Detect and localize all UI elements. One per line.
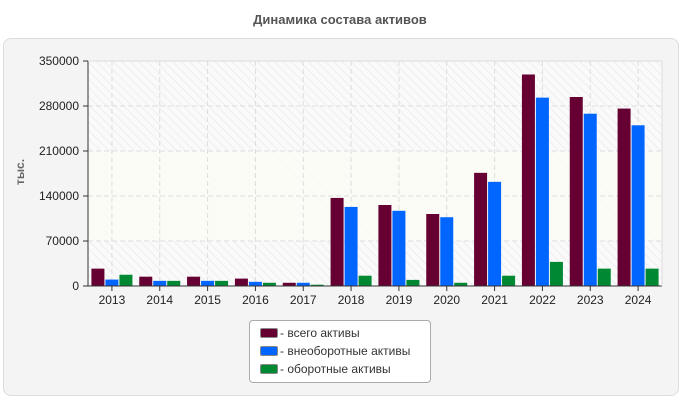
- bar-2020-series-0: [426, 214, 440, 286]
- x-tick-label: 2015: [194, 293, 221, 307]
- bar-2024-series-1: [631, 125, 645, 287]
- x-tick-label: 2017: [290, 293, 317, 307]
- legend: - всего активы - внеоборотные активы - о…: [249, 320, 431, 383]
- bar-2023-series-1: [583, 113, 597, 286]
- x-tick-label: 2021: [481, 293, 508, 307]
- bar-2014-series-2: [167, 280, 181, 286]
- plot-band: [88, 151, 662, 241]
- bar-2022-series-1: [535, 97, 549, 287]
- bar-2015-series-2: [215, 280, 229, 286]
- x-tick-label: 2014: [146, 293, 173, 307]
- x-tick-label: 2022: [529, 293, 556, 307]
- y-tick-label: 70000: [46, 234, 80, 248]
- bar-2016-series-2: [262, 282, 276, 286]
- bar-2018-series-0: [330, 197, 344, 286]
- legend-label: - внеоборотные активы: [280, 344, 411, 358]
- bar-2015-series-0: [187, 276, 201, 286]
- bar-2018-series-2: [358, 275, 372, 286]
- bar-2020-series-1: [440, 217, 454, 286]
- bar-2022-series-2: [549, 261, 563, 286]
- x-tick-label: 2018: [338, 293, 365, 307]
- x-tick-label: 2020: [433, 293, 460, 307]
- legend-item-current: - оборотные активы: [260, 361, 391, 377]
- bar-2019-series-2: [406, 279, 420, 286]
- bar-2017-series-1: [296, 282, 310, 286]
- legend-label: - оборотные активы: [280, 362, 391, 376]
- bar-2023-series-2: [597, 268, 611, 286]
- legend-item-total: - всего активы: [260, 325, 360, 341]
- bar-2013-series-2: [119, 274, 133, 286]
- x-tick-label: 2016: [242, 293, 269, 307]
- chart-title: Динамика состава активов: [253, 12, 427, 27]
- bar-2020-series-2: [454, 282, 468, 286]
- bar-2022-series-0: [521, 74, 535, 286]
- bar-2024-series-2: [645, 268, 659, 286]
- bar-2014-series-1: [153, 280, 167, 286]
- x-tick-label: 2024: [625, 293, 652, 307]
- bar-2021-series-1: [488, 181, 502, 286]
- y-tick-label: 350000: [39, 54, 79, 68]
- y-tick-label: 280000: [39, 99, 79, 113]
- bar-2018-series-1: [344, 206, 358, 286]
- bar-2013-series-0: [91, 268, 105, 286]
- y-tick-label: 140000: [39, 189, 79, 203]
- x-tick-label: 2023: [577, 293, 604, 307]
- bar-2016-series-1: [248, 281, 262, 286]
- legend-swatch: [260, 346, 278, 356]
- y-axis-label: тыс.: [13, 159, 27, 185]
- x-tick-label: 2013: [99, 293, 126, 307]
- bar-2021-series-0: [474, 172, 488, 286]
- legend-item-noncurrent: - внеоборотные активы: [260, 343, 410, 359]
- legend-swatch: [260, 364, 278, 374]
- bar-2016-series-0: [234, 278, 248, 286]
- bar-2021-series-2: [502, 275, 516, 286]
- legend-swatch: [260, 328, 278, 338]
- y-tick-label: 210000: [39, 144, 79, 158]
- bar-2019-series-0: [378, 205, 392, 286]
- bar-2014-series-0: [139, 276, 153, 286]
- bar-2023-series-0: [569, 97, 583, 286]
- x-tick-label: 2019: [386, 293, 413, 307]
- bar-2015-series-1: [201, 280, 215, 286]
- y-tick-label: 0: [72, 279, 79, 293]
- bar-2024-series-0: [617, 108, 631, 286]
- bar-2013-series-1: [105, 279, 119, 286]
- bar-2019-series-1: [392, 210, 406, 286]
- bar-2017-series-2: [310, 284, 324, 286]
- bar-2017-series-0: [282, 282, 296, 286]
- legend-label: - всего активы: [280, 326, 360, 340]
